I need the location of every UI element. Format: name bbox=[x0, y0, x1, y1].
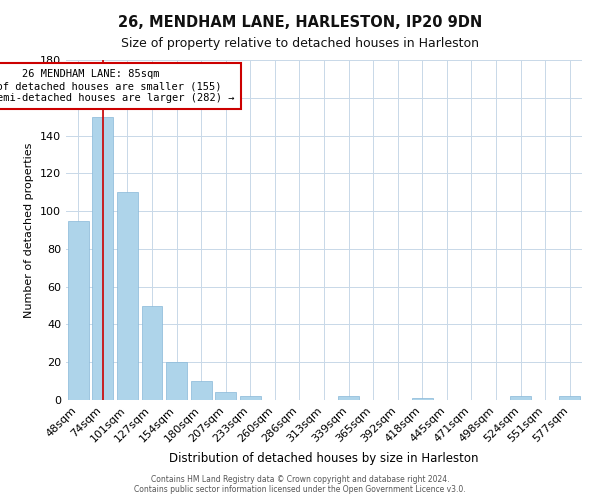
Bar bbox=[166, 362, 187, 400]
Bar bbox=[142, 306, 163, 400]
Bar bbox=[215, 392, 236, 400]
Bar bbox=[559, 396, 580, 400]
Bar bbox=[240, 396, 261, 400]
X-axis label: Distribution of detached houses by size in Harleston: Distribution of detached houses by size … bbox=[169, 452, 479, 465]
Text: Size of property relative to detached houses in Harleston: Size of property relative to detached ho… bbox=[121, 38, 479, 51]
Bar bbox=[68, 220, 89, 400]
Text: 26 MENDHAM LANE: 85sqm
← 35% of detached houses are smaller (155)
64% of semi-de: 26 MENDHAM LANE: 85sqm ← 35% of detached… bbox=[0, 70, 235, 102]
Bar bbox=[510, 396, 531, 400]
Bar bbox=[117, 192, 138, 400]
Bar bbox=[338, 396, 359, 400]
Bar bbox=[191, 381, 212, 400]
Bar bbox=[92, 116, 113, 400]
Y-axis label: Number of detached properties: Number of detached properties bbox=[25, 142, 34, 318]
Bar bbox=[412, 398, 433, 400]
Text: Contains HM Land Registry data © Crown copyright and database right 2024.
Contai: Contains HM Land Registry data © Crown c… bbox=[134, 474, 466, 494]
Text: 26, MENDHAM LANE, HARLESTON, IP20 9DN: 26, MENDHAM LANE, HARLESTON, IP20 9DN bbox=[118, 15, 482, 30]
